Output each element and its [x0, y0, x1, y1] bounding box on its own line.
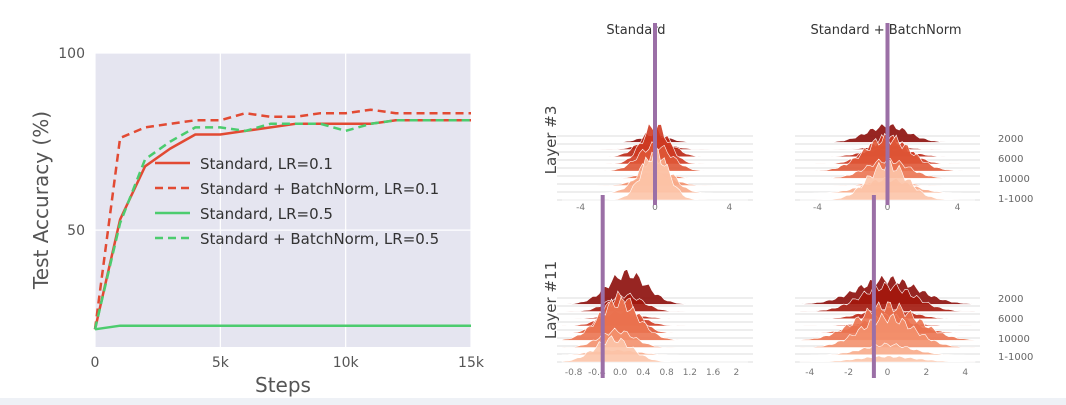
plot-area [95, 53, 471, 347]
ridge-panel-0: -4 0 4 [557, 23, 753, 213]
ridge-2-0 [561, 335, 748, 363]
depth-ticks-top: 2000 6000 10000 1-1000 [998, 134, 1033, 205]
legend: Standard, LR=0.1 Standard + BatchNorm, L… [155, 155, 439, 248]
row-title-layer-3: Layer #3 [542, 106, 560, 175]
column-title-standard: Standard [606, 23, 665, 38]
series-line-2 [94, 324, 471, 331]
activation-ridgeline-grid: Standard Standard + BatchNorm Layer #3 L… [542, 23, 1033, 378]
ridge-xtick-0-2: 4 [727, 203, 733, 213]
legend-label-1: Standard + BatchNorm, LR=0.1 [200, 180, 439, 198]
x-axis-label: Steps [255, 373, 311, 397]
series-line-1 [93, 108, 471, 330]
legend-label-0: Standard, LR=0.1 [200, 155, 333, 173]
ridge-xtick-2-7: 2 [734, 368, 740, 378]
x-tick-label-1: 5k [212, 355, 230, 371]
ridge-panel-1: -4 0 4 [795, 23, 980, 213]
ridge-xtick-2-4: 0.8 [659, 368, 674, 378]
ridge-xtick-2-6: 1.6 [706, 368, 721, 378]
y-tick-labels: 50 100 [58, 46, 85, 239]
y-axis-label: Test Accuracy (%) [29, 111, 53, 290]
legend-label-2: Standard, LR=0.5 [200, 205, 333, 223]
legend-label-3: Standard + BatchNorm, LR=0.5 [200, 230, 439, 248]
ridge-panel-3: -4 -2 0 2 4 [795, 195, 980, 378]
depth-tick-top-0: 2000 [998, 134, 1023, 145]
depth-tick-bottom-1: 6000 [998, 314, 1023, 325]
ridge-xtick-2-3: 0.4 [636, 368, 651, 378]
y-tick-label-1: 100 [58, 46, 85, 62]
ridge-3-0 [799, 355, 976, 363]
series-line-0 [93, 119, 471, 330]
x-tick-label-2: 10k [333, 355, 360, 371]
ridge-xtick-3-0: -4 [805, 368, 814, 378]
ridge-panel-2: -0.8 -0.4 0.0 0.4 0.8 1.2 1.6 2 [557, 195, 753, 378]
ridge-xtick-2-1: -0.4 [588, 368, 606, 378]
ridge-xtick-3-3: 2 [924, 368, 930, 378]
grid-lines [94, 52, 472, 347]
bottom-strip [0, 398, 1066, 405]
ridge-xtick-2-2: 0.0 [613, 368, 628, 378]
ridge-xtick-1-2: 4 [955, 203, 961, 213]
ridge-xtick-1-1: 0 [885, 203, 891, 213]
ridge-2-6 [561, 314, 748, 320]
depth-tick-top-2: 10000 [998, 174, 1030, 185]
ridge-3-2 [799, 312, 976, 348]
depth-tick-bottom-0: 2000 [998, 294, 1023, 305]
ridge-xtick-3-2: 0 [885, 368, 891, 378]
ridge-2-8 [561, 268, 748, 305]
depth-tick-bottom-2: 10000 [998, 334, 1030, 345]
y-tick-label-0: 50 [67, 223, 85, 239]
ridge-2-3 [561, 296, 748, 341]
ridge-xtick-1-0: -4 [813, 203, 822, 213]
depth-ticks-bottom: 2000 6000 10000 1-1000 [998, 294, 1033, 363]
ridge-3-7 [799, 281, 976, 312]
ridge-xtick-0-0: -4 [576, 203, 585, 213]
ridge-xtick-0-1: 0 [652, 203, 658, 213]
ridge-3-1 [800, 342, 975, 356]
ridge-3-3 [799, 301, 976, 341]
depth-tick-top-3: 1-1000 [998, 194, 1033, 205]
ridge-xtick-2-5: 1.2 [683, 368, 697, 378]
series-line-3 [93, 119, 471, 330]
ridge-xtick-3-1: -2 [844, 368, 853, 378]
ridge-xtick-3-4: 4 [962, 368, 968, 378]
x-tick-labels: 0 5k 10k 15k [91, 355, 485, 371]
ridge-xtick-2-0: -0.8 [565, 368, 583, 378]
ridge-panels: -4 0 4 -4 0 4 -0.8 -0.4 0.0 0.4 0.8 1.2 1.6 2 -4 -2 0 2 4 [557, 23, 980, 378]
series-lines [93, 108, 471, 331]
x-tick-label-0: 0 [91, 355, 100, 371]
depth-tick-bottom-3: 1-1000 [998, 352, 1033, 363]
row-title-layer-11: Layer #11 [542, 261, 560, 339]
depth-tick-top-1: 6000 [998, 154, 1023, 165]
x-tick-label-3: 15k [458, 355, 485, 371]
